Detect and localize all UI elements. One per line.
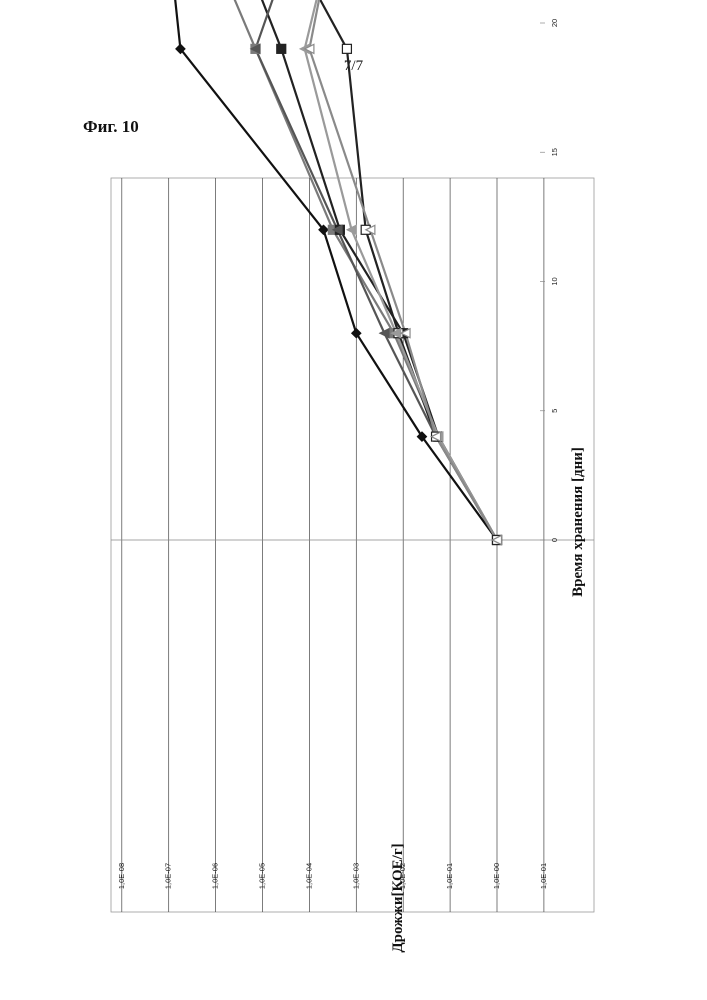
series-line [127,0,498,540]
x-tick-label: 15 [550,148,559,156]
y-tick-label: 1,0E-01 [539,863,548,889]
series-markers [122,0,502,545]
y-tick-label: 1,0E-07 [164,863,173,889]
x-axis [111,0,594,540]
series-line [305,0,497,540]
data-point-square [277,44,286,53]
y-tick-label: 1,0E-04 [304,863,313,889]
x-tick-labels: 05101520253035 [550,0,559,542]
grid-lines [122,178,544,912]
x-tick-label: 20 [550,19,559,27]
series-line [164,0,497,540]
y-tick-label: 1,0E-08 [117,863,126,889]
x-tick-label: 0 [550,538,559,542]
y-tick-label: 1,0E-06 [211,863,220,889]
x-tick-label: 5 [550,409,559,413]
x-tick-label: 10 [550,277,559,285]
y-tick-label: 1,0E-01 [445,863,454,889]
x-axis-title: Время хранения [дни] [570,447,586,597]
y-tick-label: 1,0E-05 [257,863,266,889]
series-lines [127,0,498,540]
data-point-square [342,44,351,53]
y-tick-labels: 1,0E-011,0E-001,0E-011,0E-021,0E-031,0E-… [117,863,548,889]
plot-frame [111,178,594,912]
y-tick-label: 1,0E-03 [351,863,360,889]
y-axis-title: Дрожжи[КОЕ/г] [390,843,406,952]
data-point-triangle [380,329,389,338]
y-tick-label: 1,0E-00 [492,863,501,889]
